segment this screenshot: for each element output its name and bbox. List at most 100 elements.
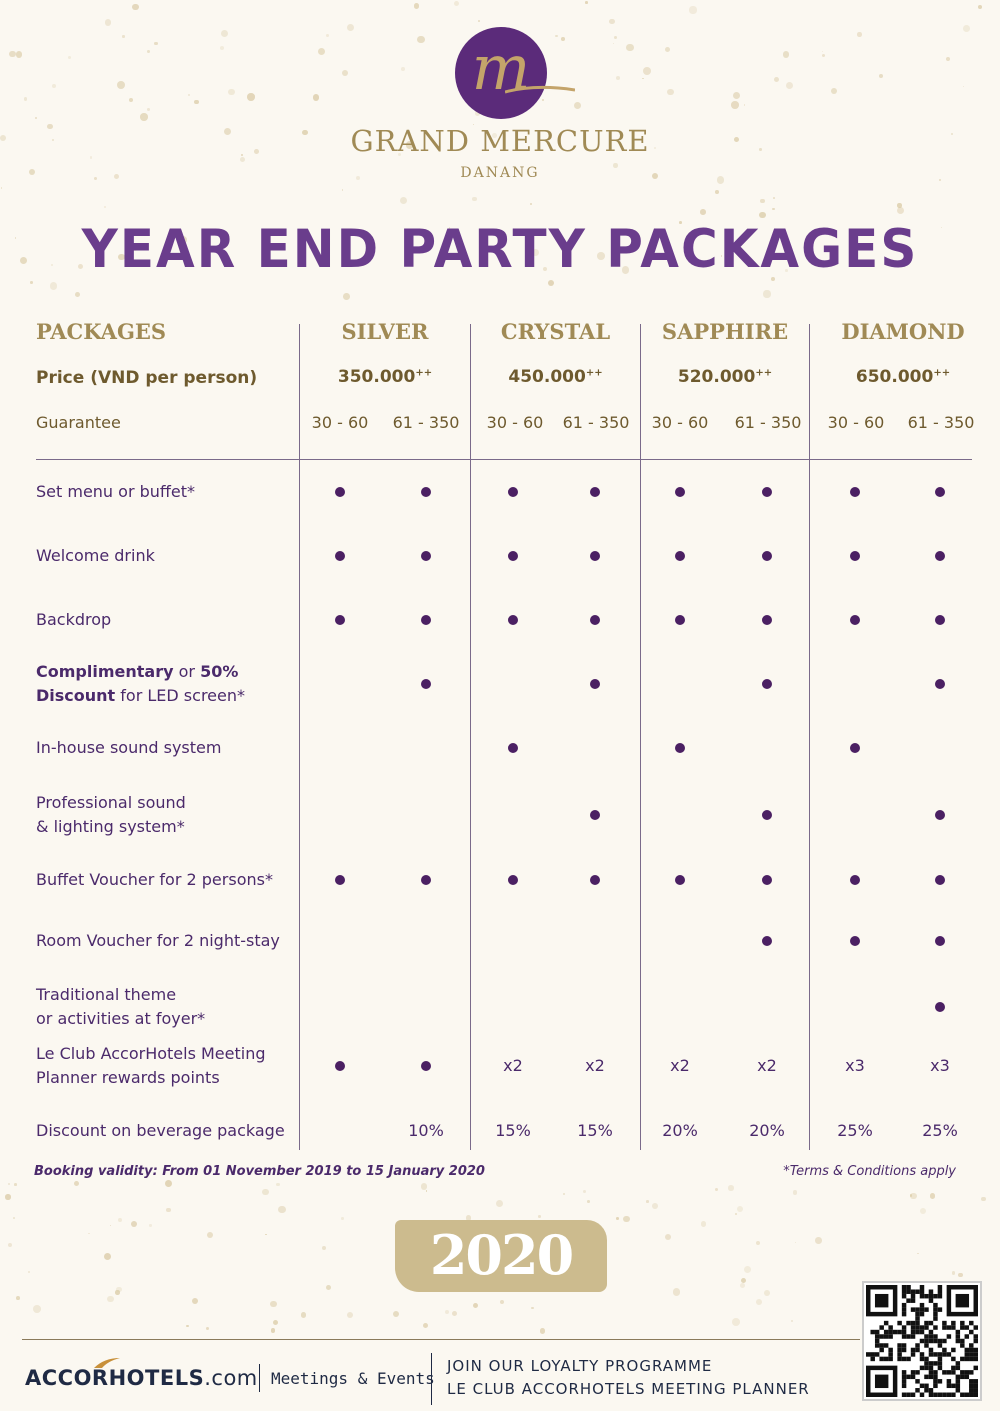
table-cell-value: 15% (577, 1121, 613, 1140)
confetti-speck (665, 1233, 672, 1240)
confetti-speck (561, 37, 566, 41)
confetti-speck (473, 124, 475, 126)
included-dot-icon (675, 615, 685, 625)
confetti-speck (93, 176, 98, 181)
confetti-speck (679, 221, 682, 225)
confetti-speck (714, 1187, 719, 1192)
confetti-speck (73, 1180, 79, 1186)
confetti-speck (760, 198, 765, 204)
package-diamond-header: DIAMOND (841, 319, 965, 344)
confetti-speck (946, 56, 951, 61)
booking-validity: Booking validity: From 01 November 2019 … (34, 1164, 485, 1179)
confetti-speck (643, 67, 652, 75)
confetti-speck (206, 1231, 213, 1238)
confetti-speck (265, 1233, 267, 1236)
confetti-speck (822, 50, 824, 52)
table-cell-value: x2 (670, 1056, 690, 1075)
confetti-speck (118, 253, 125, 261)
confetti-speck (325, 33, 330, 38)
confetti-speck (51, 264, 54, 267)
included-dot-icon (762, 615, 772, 625)
included-dot-icon (762, 487, 772, 497)
included-dot-icon (508, 743, 518, 753)
confetti-speck (77, 263, 83, 269)
confetti-speck (562, 1192, 565, 1195)
confetti-speck (356, 175, 361, 180)
table-cell-value: x2 (585, 1056, 605, 1075)
table-cell-value: x3 (930, 1056, 950, 1075)
confetti-speck (732, 1317, 740, 1326)
confetti-speck (616, 1217, 620, 1220)
confetti-speck (165, 1180, 173, 1188)
table-cell-value: 15% (495, 1121, 531, 1140)
confetti-speck (47, 123, 53, 130)
included-dot-icon (935, 487, 945, 497)
column-divider (299, 324, 300, 1150)
included-dot-icon (421, 679, 431, 689)
loyalty-line-1: JOIN OUR LOYALTY PROGRAMME (447, 1357, 713, 1375)
confetti-speck (613, 163, 618, 168)
confetti-speck (33, 1304, 42, 1313)
included-dot-icon (590, 810, 600, 820)
guarantee-crystal-large: 61 - 350 (562, 413, 630, 432)
confetti-speck (587, 1200, 591, 1204)
guarantee-sapphire-small: 30 - 60 (651, 413, 709, 432)
row-label: Traditional theme or activities at foyer* (36, 985, 206, 1028)
included-dot-icon (590, 487, 600, 497)
row-label: Room Voucher for 2 night-stay (36, 931, 280, 950)
confetti-speck (321, 1245, 327, 1251)
confetti-speck (614, 35, 618, 40)
confetti-speck (651, 172, 658, 179)
confetti-speck (451, 1310, 457, 1316)
confetti-speck (270, 1328, 276, 1333)
confetti-speck (425, 1190, 428, 1192)
confetti-speck (272, 1319, 279, 1325)
confetti-speck (221, 30, 229, 38)
confetti-speck (254, 148, 259, 154)
row-label: Professional sound & lighting system* (36, 793, 186, 836)
confetti-speck (392, 1311, 399, 1318)
confetti-speck (609, 18, 615, 25)
included-dot-icon (335, 1061, 345, 1071)
confetti-speck (13, 1216, 16, 1219)
confetti-speck (531, 249, 539, 257)
confetti-speck (219, 45, 225, 51)
confetti-speck (538, 1215, 541, 1218)
guarantee-diamond-large: 61 - 350 (907, 413, 975, 432)
confetti-speck (140, 113, 148, 121)
confetti-speck (740, 1278, 746, 1284)
confetti-speck (981, 1197, 986, 1202)
confetti-speck (300, 1312, 307, 1319)
confetti-speck (34, 116, 38, 119)
brand-city: DANANG (460, 165, 540, 181)
package-silver-header: SILVER (341, 319, 429, 344)
confetti-speck (728, 1185, 734, 1191)
included-dot-icon (850, 615, 860, 625)
confetti-speck (326, 1285, 332, 1291)
confetti-speck (531, 1306, 535, 1310)
brand-name: GRAND MERCURE (350, 124, 650, 158)
confetti-speck (654, 147, 656, 150)
confetti-speck (929, 1193, 936, 1199)
confetti-speck (541, 99, 544, 102)
confetti-speck (29, 280, 33, 284)
confetti-speck (831, 87, 838, 94)
qr-code-icon[interactable] (862, 1281, 982, 1401)
confetti-speck (736, 1205, 743, 1212)
confetti-speck (312, 94, 320, 102)
column-divider (470, 324, 471, 1150)
included-dot-icon (675, 875, 685, 885)
confetti-speck (405, 140, 414, 149)
included-dot-icon (508, 487, 518, 497)
table-cell-value: x3 (845, 1056, 865, 1075)
confetti-speck (247, 93, 255, 101)
page-title: YEAR END PARTY PACKAGES (81, 218, 919, 280)
confetti-speck (103, 206, 106, 209)
confetti-speck (755, 1240, 761, 1246)
guarantee-sapphire-large: 61 - 350 (734, 413, 802, 432)
footer-divider (22, 1339, 860, 1340)
accorhotels-logo[interactable]: ACCORHOTELS.com (25, 1366, 258, 1390)
confetti-speck (15, 237, 17, 239)
price-diamond: 650.000++ (855, 367, 951, 387)
confetti-speck (116, 1286, 122, 1293)
